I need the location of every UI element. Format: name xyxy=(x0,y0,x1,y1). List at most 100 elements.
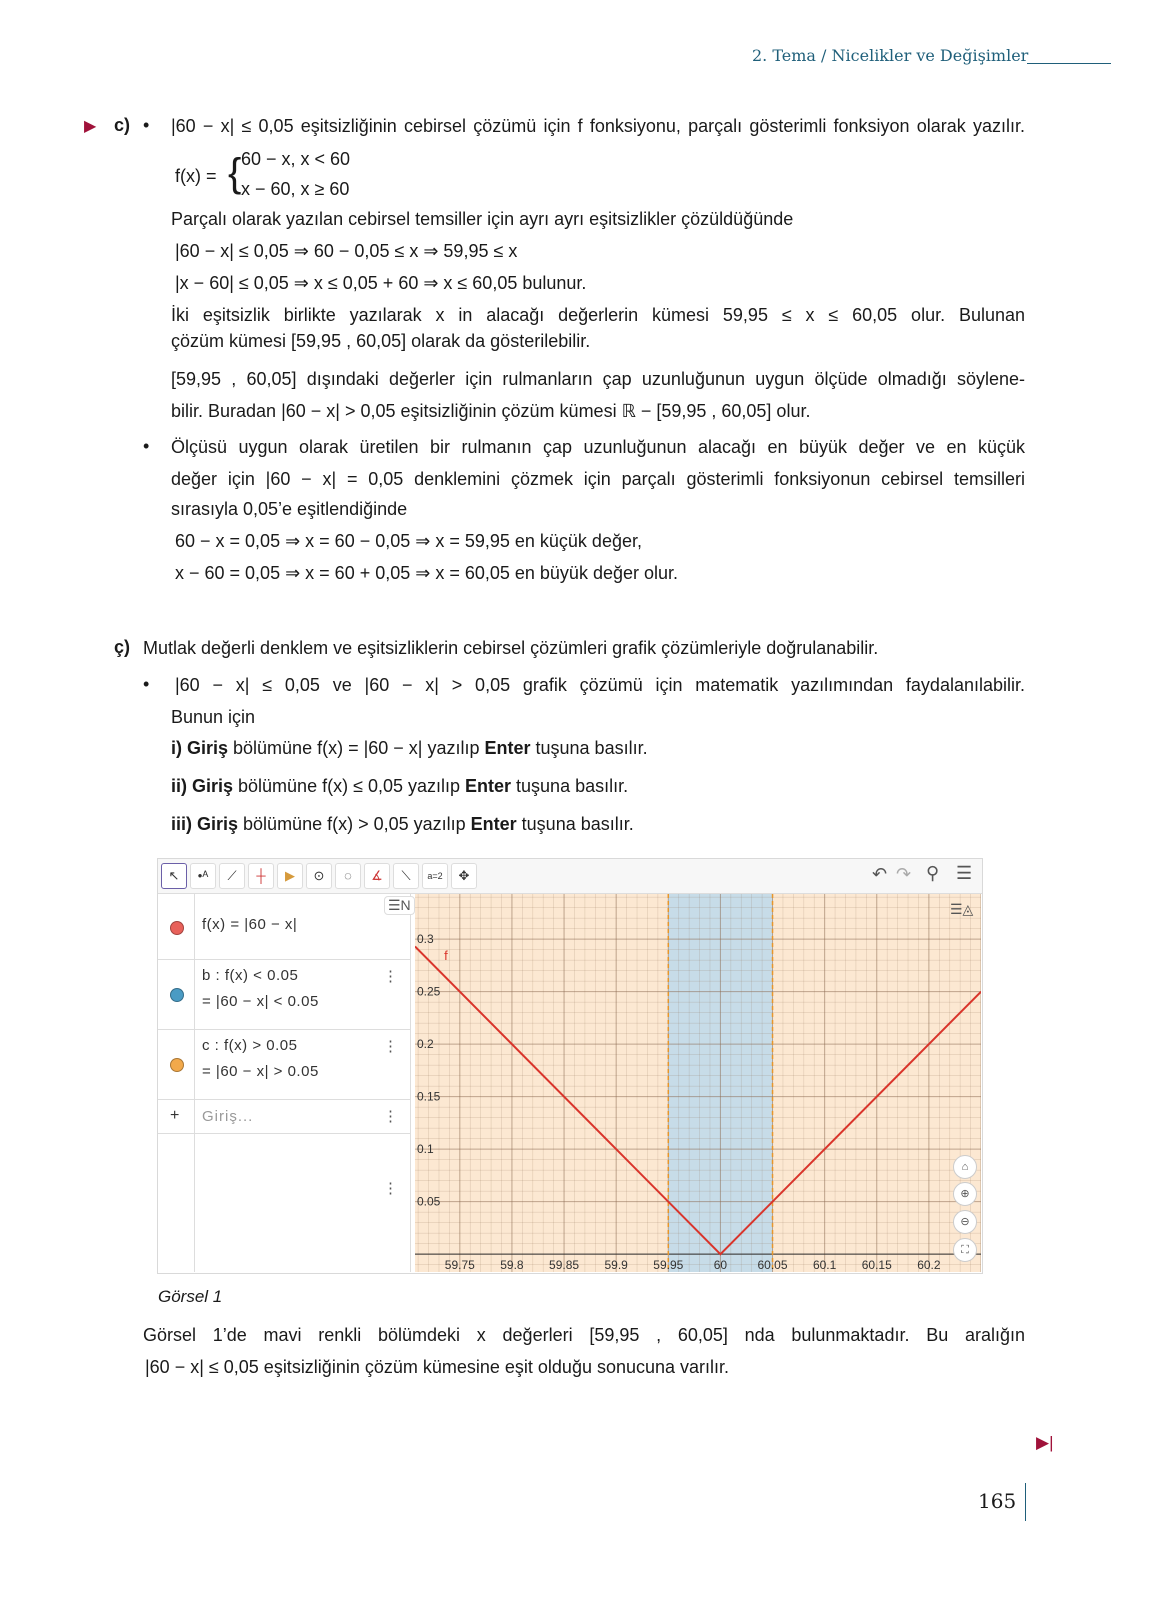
text-segment: Mutlak değerli denklem ve eşitsizlikleri… xyxy=(143,638,879,658)
perpendicular-tool-icon[interactable]: ┼ xyxy=(248,863,274,889)
text-line: |60 − x| ≤ 0,05 ⇒ 60 − 0,05 ≤ x ⇒ 59,95 … xyxy=(175,240,517,262)
visibility-toggle-icon[interactable] xyxy=(170,921,184,935)
text-segment: Enter xyxy=(484,738,531,758)
x-tick-label: 59.95 xyxy=(653,1258,683,1272)
text-segment: Ölçüsü uygun olarak üretilen bir rulmanı… xyxy=(171,437,1025,457)
y-tick-label: 0.3 xyxy=(417,932,434,946)
search-icon[interactable]: ⚲ xyxy=(926,863,940,883)
text-line: iii) Giriş bölümüne f(x) > 0,05 yazılıp … xyxy=(171,813,634,835)
x-tick-label: 59.9 xyxy=(604,1258,628,1272)
text-segment: çözüm kümesi [59,95 , 60,05] olarak da g… xyxy=(171,331,591,351)
algebra-value: = |60 − x| > 0.05 xyxy=(202,1063,319,1080)
input-field[interactable]: Giriş... xyxy=(202,1108,254,1125)
text-segment: [59,95 , 60,05] dışındaki değerler için … xyxy=(171,369,1025,389)
algebra-item[interactable]: b : f(x) < 0.05 = |60 − x| < 0.05 ⋮ xyxy=(158,959,410,1030)
more-icon[interactable]: ⋮ xyxy=(383,1108,398,1125)
figure-caption: Görsel 1 xyxy=(158,1287,223,1306)
text-segment: bilir. Buradan |60 − x| > 0,05 eşitsizli… xyxy=(171,401,811,421)
zoom-out-icon[interactable]: ⊖ xyxy=(953,1210,977,1234)
conclusion-line: Görsel 1’de mavi renkli bölümdeki x değe… xyxy=(143,1325,1025,1345)
brace: { xyxy=(228,151,242,195)
text-segment: değer için |60 − x| = 0,05 denklemini çö… xyxy=(171,469,1025,489)
text-segment: f(x) = xyxy=(175,166,217,186)
text-segment: bölümüne f(x) ≤ 0,05 yazılıp xyxy=(233,776,466,796)
text-line: Parçalı olarak yazılan cebirsel temsille… xyxy=(171,208,793,230)
visibility-toggle-icon[interactable] xyxy=(170,1058,184,1072)
redo-icon[interactable]: ↷ xyxy=(896,864,912,884)
undo-icon[interactable]: ↶ xyxy=(872,864,888,884)
text-line: 60 − x, x < 60 xyxy=(241,148,350,170)
point-tool-icon[interactable]: •ᴬ xyxy=(190,863,216,889)
algebra-definition: b : f(x) < 0.05 xyxy=(202,967,299,984)
reflect-tool-icon[interactable]: ⟍ xyxy=(393,863,419,889)
algebra-view: ☰N f(x) = |60 − x| b : f(x) < 0.05 = |60… xyxy=(158,894,415,1272)
text-line: 60 − x = 0,05 ⇒ x = 60 − 0,05 ⇒ x = 59,9… xyxy=(175,530,642,552)
text-line: i) Giriş bölümüne f(x) = |60 − x| yazılı… xyxy=(171,737,648,759)
text-segment: |60 − x| ≤ 0,05 eşitsizliğinin cebirsel … xyxy=(171,116,1025,136)
more-icon[interactable]: ⋮ xyxy=(383,968,398,985)
move-tool-icon[interactable]: ↖ xyxy=(161,863,187,889)
algebra-definition: c : f(x) > 0.05 xyxy=(202,1037,298,1054)
line-tool-icon[interactable]: ⟋ xyxy=(219,863,245,889)
text-segment: tuşuna basılır. xyxy=(530,738,648,758)
text-line: ii) Giriş bölümüne f(x) ≤ 0,05 yazılıp E… xyxy=(171,775,628,797)
text-segment: Bunun için xyxy=(171,707,256,727)
y-tick-label: 0.2 xyxy=(417,1037,434,1051)
x-tick-label: 60 xyxy=(714,1258,728,1272)
text-line: Bunun için xyxy=(171,706,255,728)
more-icon[interactable]: ⋮ xyxy=(383,1038,398,1055)
bullet: • xyxy=(143,115,150,135)
more-icon[interactable]: ⋮ xyxy=(383,1180,398,1197)
circle-tool-icon[interactable]: ⊙ xyxy=(306,863,332,889)
algebra-item[interactable]: c : f(x) > 0.05 = |60 − x| > 0.05 ⋮ xyxy=(158,1029,410,1100)
text-segment: x − 60 = 0,05 ⇒ x = 60 + 0,05 ⇒ x = 60,0… xyxy=(175,563,679,583)
function-curve xyxy=(415,945,981,1256)
text-line: Ölçüsü uygun olarak üretilen bir rulmanı… xyxy=(171,436,1025,458)
bullet: • xyxy=(143,674,150,694)
text-segment: Enter xyxy=(470,814,517,834)
curve-label: f xyxy=(444,948,448,963)
zoom-in-icon[interactable]: ⊕ xyxy=(953,1182,977,1206)
page-number-rule xyxy=(1025,1483,1026,1521)
fullscreen-icon[interactable]: ⛶ xyxy=(953,1238,977,1262)
text-segment: |60 − x| ≤ 0,05 ve |60 − x| > 0,05 grafi… xyxy=(175,675,1025,695)
menu-icon[interactable]: ☰ xyxy=(956,863,973,883)
x-tick-label: 59.75 xyxy=(445,1258,475,1272)
x-tick-label: 60.1 xyxy=(813,1258,837,1272)
angle-tool-icon[interactable]: ∡ xyxy=(364,863,390,889)
x-tick-label: 60.15 xyxy=(862,1258,892,1272)
text-line: x − 60 = 0,05 ⇒ x = 60 + 0,05 ⇒ x = 60,0… xyxy=(175,562,678,584)
circle-three-points-icon[interactable]: ◌ xyxy=(335,863,361,889)
sort-icon[interactable]: ☰N xyxy=(384,896,415,915)
text-line: Mutlak değerli denklem ve eşitsizlikleri… xyxy=(143,637,878,659)
geogebra-toolbar: ↖ •ᴬ ⟋ ┼ ▶ ⊙ ◌ ∡ ⟍ a=2 ✥ ↶ ↷ ⚲ ☰ xyxy=(158,859,982,894)
conclusion-line: |60 − x| ≤ 0,05 eşitsizliğinin çözüm küm… xyxy=(145,1357,730,1377)
algebra-item[interactable]: f(x) = |60 − x| xyxy=(158,894,410,960)
text-segment: 60 − x = 0,05 ⇒ x = 60 − 0,05 ⇒ x = 59,9… xyxy=(175,531,642,551)
text-line: bilir. Buradan |60 − x| > 0,05 eşitsizli… xyxy=(171,400,810,422)
graphics-view[interactable]: f 59.75 59.8 59.85 59.9 59.95 60 60.05 60.1 60.15… xyxy=(415,894,981,1272)
algebra-definition: f(x) = |60 − x| xyxy=(202,916,298,933)
x-tick-label: 59.8 xyxy=(500,1258,524,1272)
slider-tool-icon[interactable]: a=2 xyxy=(422,863,448,889)
text-line: çözüm kümesi [59,95 , 60,05] olarak da g… xyxy=(171,330,590,352)
polygon-tool-icon[interactable]: ▶ xyxy=(277,863,303,889)
algebra-divider xyxy=(194,894,195,1272)
text-segment: |x − 60| ≤ 0,05 ⇒ x ≤ 0,05 + 60 ⇒ x ≤ 60… xyxy=(175,273,587,293)
style-bar-icon[interactable]: ☰◬ xyxy=(950,901,974,917)
algebra-value: = |60 − x| < 0.05 xyxy=(202,993,319,1010)
text-line: |x − 60| ≤ 0,05 ⇒ x ≤ 0,05 + 60 ⇒ x ≤ 60… xyxy=(175,272,586,294)
home-icon[interactable]: ⌂ xyxy=(953,1155,977,1179)
y-tick-label: 0.1 xyxy=(417,1142,434,1156)
visibility-toggle-icon[interactable] xyxy=(170,988,184,1002)
geogebra-window: ↖ •ᴬ ⟋ ┼ ▶ ⊙ ◌ ∡ ⟍ a=2 ✥ ↶ ↷ ⚲ ☰ ☰N f(x)… xyxy=(157,858,983,1274)
text-line: f(x) = xyxy=(175,165,217,187)
text-line: x − 60, x ≥ 60 xyxy=(241,178,349,200)
text-line: sırasıyla 0,05’e eşitlendiğinde xyxy=(171,498,407,520)
input-row[interactable]: + Giriş... ⋮ xyxy=(158,1099,410,1134)
y-tick-label: 0.25 xyxy=(417,985,441,999)
move-view-tool-icon[interactable]: ✥ xyxy=(451,863,477,889)
chapter-header: 2. Tema / Nicelikler ve Değişimler xyxy=(752,46,1029,65)
plus-icon[interactable]: + xyxy=(170,1107,180,1124)
text-segment: ii) Giriş xyxy=(171,776,234,796)
